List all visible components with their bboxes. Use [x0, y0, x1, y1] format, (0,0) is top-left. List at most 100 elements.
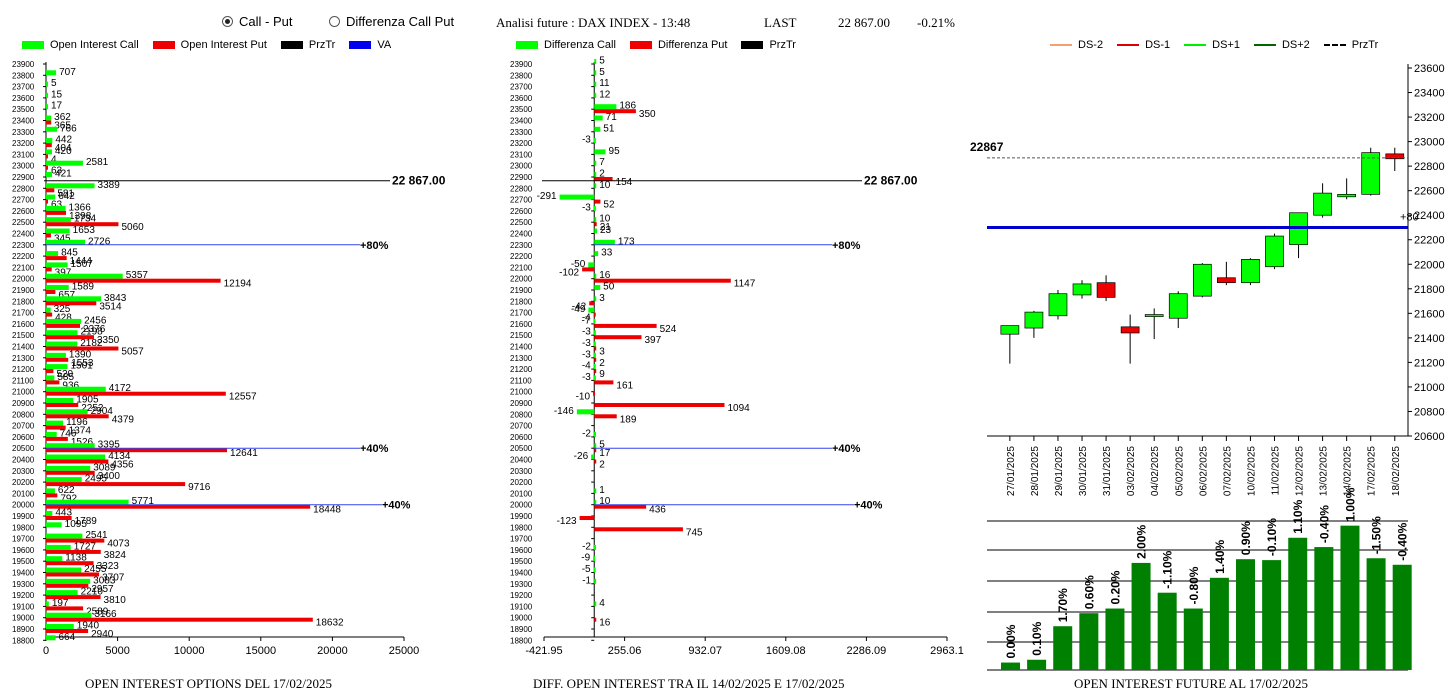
- bar-put: [594, 346, 597, 351]
- caption-left: OPEN INTEREST OPTIONS DEL 17/02/2025: [85, 676, 332, 691]
- data-label-put: -4: [582, 313, 591, 324]
- radio-selected-icon[interactable]: [222, 16, 233, 27]
- data-label-put: 520: [56, 369, 73, 380]
- y-tick-label: 19600: [12, 546, 35, 555]
- data-label-call: 1138: [65, 553, 87, 564]
- data-label-call: 3: [599, 293, 605, 304]
- y-tick-label: 20100: [510, 489, 533, 498]
- data-label-put: 21: [600, 222, 612, 233]
- y-tick-label: 23900: [12, 60, 35, 69]
- legend-label: PrzTr: [769, 39, 796, 51]
- data-label-call: 664: [59, 632, 76, 643]
- bar-put: [46, 629, 89, 633]
- bar-call: [46, 160, 83, 166]
- bar-call: [594, 160, 597, 166]
- bar-put: [46, 448, 228, 453]
- y-tick-label: 22500: [12, 218, 35, 227]
- data-label-call: -291: [537, 191, 557, 202]
- bar-call: [46, 70, 57, 76]
- data-label-call: 707: [59, 67, 76, 78]
- y-tick-label: 20500: [12, 444, 35, 453]
- caption-mid: DIFF. OPEN INTEREST TRA IL 14/02/2025 E …: [533, 676, 845, 691]
- y-tick-label: 19200: [510, 591, 533, 600]
- y-tick-label: 22300: [12, 241, 35, 250]
- oi-bar-label: -1.50%: [1370, 516, 1384, 554]
- candle-y-tick-label: 20800: [1414, 406, 1445, 418]
- data-label-call: -50: [571, 259, 586, 270]
- y-tick-label: 23900: [510, 60, 533, 69]
- y-tick-label: 21300: [12, 354, 35, 363]
- data-label-put: 350: [639, 109, 656, 120]
- x-tick-label: 5000: [105, 645, 129, 657]
- y-tick-label: 23300: [12, 128, 35, 137]
- bar-call: [594, 228, 597, 234]
- data-label-put: 365: [54, 121, 71, 132]
- data-label-put: 524: [660, 324, 677, 335]
- data-label-call: 4172: [109, 383, 132, 394]
- top-bar: Call - Put Differenza Call Put Analisi f…: [0, 0, 1449, 36]
- y-tick-label: 19400: [510, 569, 533, 578]
- oi-bar-label: 2.00%: [1135, 525, 1149, 559]
- data-label-put: 4073: [107, 539, 130, 550]
- legend-label: PrzTr: [308, 39, 336, 51]
- candle-y-tick-label: 22200: [1414, 235, 1445, 247]
- y-tick-label: 20000: [510, 501, 533, 510]
- legend-item: Differenza Put: [629, 39, 727, 51]
- bar-call: [46, 104, 48, 110]
- data-label-put: 657: [58, 290, 75, 301]
- y-tick-label: 22300: [510, 241, 533, 250]
- data-label-call: 23: [600, 225, 612, 236]
- y-tick-label: 20200: [12, 478, 35, 487]
- candle-x-tick-label: 17/02/2025: [1367, 446, 1378, 496]
- candle-y-tick-label: 23200: [1414, 112, 1445, 124]
- y-tick-label: 19100: [510, 602, 533, 611]
- legend-item: Open Interest Call: [22, 39, 139, 51]
- legend-label: Open Interest Call: [50, 39, 139, 51]
- bar-call: [46, 398, 74, 403]
- y-tick-label: 23600: [510, 94, 533, 103]
- bar-put: [46, 493, 58, 498]
- prztr-label: 22 867.00: [864, 174, 918, 188]
- bar-put: [46, 323, 81, 328]
- data-label-put: 1398: [69, 211, 92, 222]
- legend-swatch: [741, 41, 764, 49]
- bar-put: [46, 312, 53, 317]
- bar-call: [46, 443, 95, 449]
- bar-put: [594, 109, 636, 114]
- candle-body: [1385, 153, 1405, 160]
- bar-call: [46, 239, 86, 245]
- y-tick-label: 21700: [510, 309, 533, 318]
- data-label-call: -3: [582, 349, 591, 360]
- candle-x-tick-label: 14/02/2025: [1343, 446, 1354, 496]
- bar-call: [46, 262, 68, 268]
- data-label-call: -49: [571, 304, 586, 315]
- bar-call: [559, 194, 595, 200]
- data-label-call: 4134: [108, 451, 131, 462]
- data-label-call: -2: [582, 541, 591, 552]
- radio-call-put[interactable]: Call - Put: [222, 14, 292, 29]
- data-label-call: 1940: [77, 621, 100, 632]
- data-label-call: 15: [51, 89, 63, 100]
- bar-put: [579, 516, 595, 520]
- bar-call: [594, 59, 597, 64]
- radio-unselected-icon[interactable]: [329, 16, 340, 27]
- radio-diff[interactable]: Differenza Call Put: [329, 14, 454, 29]
- data-label-put: 345: [54, 234, 71, 245]
- bar-put: [593, 391, 596, 396]
- data-label-call: 3395: [98, 440, 121, 451]
- y-tick-label: 20800: [12, 410, 35, 419]
- bar-call: [46, 217, 71, 223]
- bar-call: [46, 454, 106, 460]
- candle-body: [1241, 259, 1260, 284]
- data-label-put: 2957: [91, 584, 114, 595]
- legend-left: Open Interest Call Open Interest Put Prz…: [22, 39, 405, 51]
- data-label-call: 10: [599, 496, 611, 507]
- bar-put: [46, 369, 54, 374]
- y-tick-label: 20300: [510, 467, 533, 476]
- bar-call: [594, 499, 597, 505]
- legend-swatch: [22, 41, 44, 49]
- data-label-call: -3: [582, 338, 591, 349]
- oi-bar: [1027, 659, 1047, 670]
- candle-x-tick-label: 12/02/2025: [1295, 446, 1306, 496]
- data-label-call: -3: [582, 372, 591, 383]
